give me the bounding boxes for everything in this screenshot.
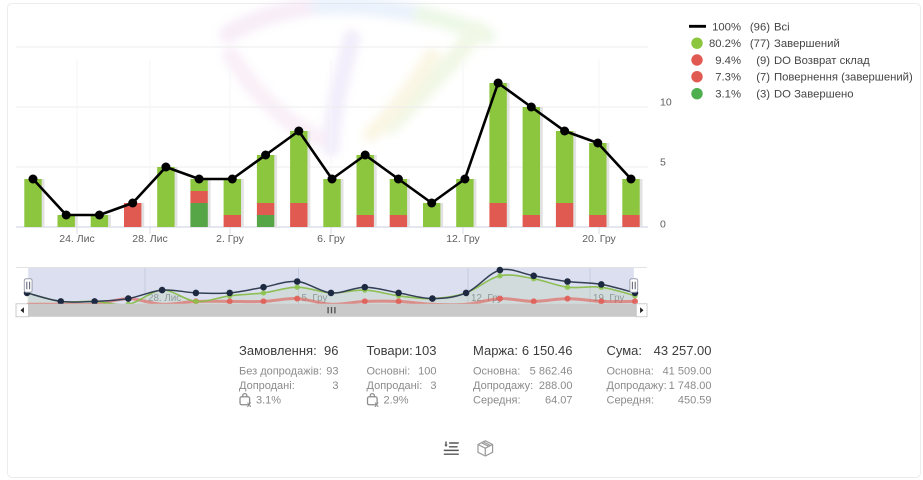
svg-text:12. Гру: 12. Гру	[471, 293, 502, 304]
svg-text:450.59: 450.59	[678, 394, 712, 406]
svg-text:103: 103	[415, 343, 437, 358]
svg-text:2. Гру: 2. Гру	[216, 233, 244, 245]
svg-text:0: 0	[660, 219, 666, 231]
svg-text:20. Гру: 20. Гру	[582, 233, 616, 245]
svg-text:3: 3	[430, 380, 436, 392]
svg-text:9.4%: 9.4%	[715, 55, 741, 67]
svg-text:Основна:: Основна:	[607, 366, 654, 378]
svg-text:(3): (3)	[756, 89, 770, 101]
svg-text:19. Гру: 19. Гру	[593, 293, 624, 304]
svg-text:Сума:: Сума:	[607, 343, 643, 358]
svg-text:Маржа:: Маржа:	[473, 343, 518, 358]
svg-text:100%: 100%	[712, 21, 741, 33]
svg-text:Всі: Всі	[774, 21, 790, 33]
svg-text:3: 3	[332, 380, 338, 392]
svg-text:Без допродажів:: Без допродажів:	[239, 366, 322, 378]
svg-text:6 150.46: 6 150.46	[522, 343, 573, 358]
svg-text:Допродажу:: Допродажу:	[473, 380, 533, 392]
svg-text:Основні:: Основні:	[367, 366, 411, 378]
svg-text:5: 5	[660, 157, 666, 169]
svg-text:Завершений: Завершений	[774, 38, 840, 50]
svg-text:Товари:: Товари:	[367, 343, 413, 358]
svg-text:DO Возврат склад: DO Возврат склад	[774, 55, 870, 67]
svg-text:96: 96	[324, 343, 338, 358]
svg-text:10: 10	[660, 97, 672, 109]
svg-text:5. Гру: 5. Гру	[302, 293, 328, 304]
svg-text:1 748.00: 1 748.00	[669, 380, 712, 392]
svg-text:24. Лис: 24. Лис	[59, 233, 95, 245]
svg-text:(9): (9)	[756, 55, 770, 67]
svg-text:Середня:: Середня:	[607, 394, 655, 406]
svg-text:Замовлення:: Замовлення:	[239, 343, 317, 358]
svg-text:5 862.46: 5 862.46	[530, 366, 573, 378]
svg-text:6. Гру: 6. Гру	[317, 233, 345, 245]
svg-text:288.00: 288.00	[539, 380, 573, 392]
svg-text:(7): (7)	[756, 72, 770, 84]
svg-text:(77): (77)	[750, 38, 770, 50]
svg-text:93: 93	[326, 366, 338, 378]
svg-text:2.9%: 2.9%	[384, 395, 409, 407]
svg-text:7.3%: 7.3%	[715, 72, 741, 84]
svg-text:Повернення (завершений): Повернення (завершений)	[774, 72, 913, 84]
svg-text:28. Лис: 28. Лис	[148, 293, 181, 304]
svg-text:(96): (96)	[750, 21, 770, 33]
svg-text:Допродані:: Допродані:	[239, 380, 295, 392]
svg-text:x: x	[374, 400, 379, 409]
svg-text:43 257.00: 43 257.00	[654, 343, 712, 358]
svg-text:3.1%: 3.1%	[256, 395, 281, 407]
svg-text:41 509.00: 41 509.00	[663, 366, 712, 378]
svg-text:Середня:: Середня:	[473, 394, 521, 406]
svg-text:80.2%: 80.2%	[709, 38, 741, 50]
svg-text:12. Гру: 12. Гру	[446, 233, 480, 245]
svg-text:64.07: 64.07	[545, 394, 573, 406]
svg-text:100: 100	[418, 366, 436, 378]
svg-text:3.1%: 3.1%	[715, 89, 741, 101]
svg-text:Допродані:: Допродані:	[367, 380, 423, 392]
svg-text:Допродажу:: Допродажу:	[607, 380, 667, 392]
svg-text:28. Лис: 28. Лис	[132, 233, 168, 245]
svg-text:x: x	[247, 400, 252, 409]
svg-text:Основна:: Основна:	[473, 366, 520, 378]
svg-text:DO Завершено: DO Завершено	[774, 89, 854, 101]
